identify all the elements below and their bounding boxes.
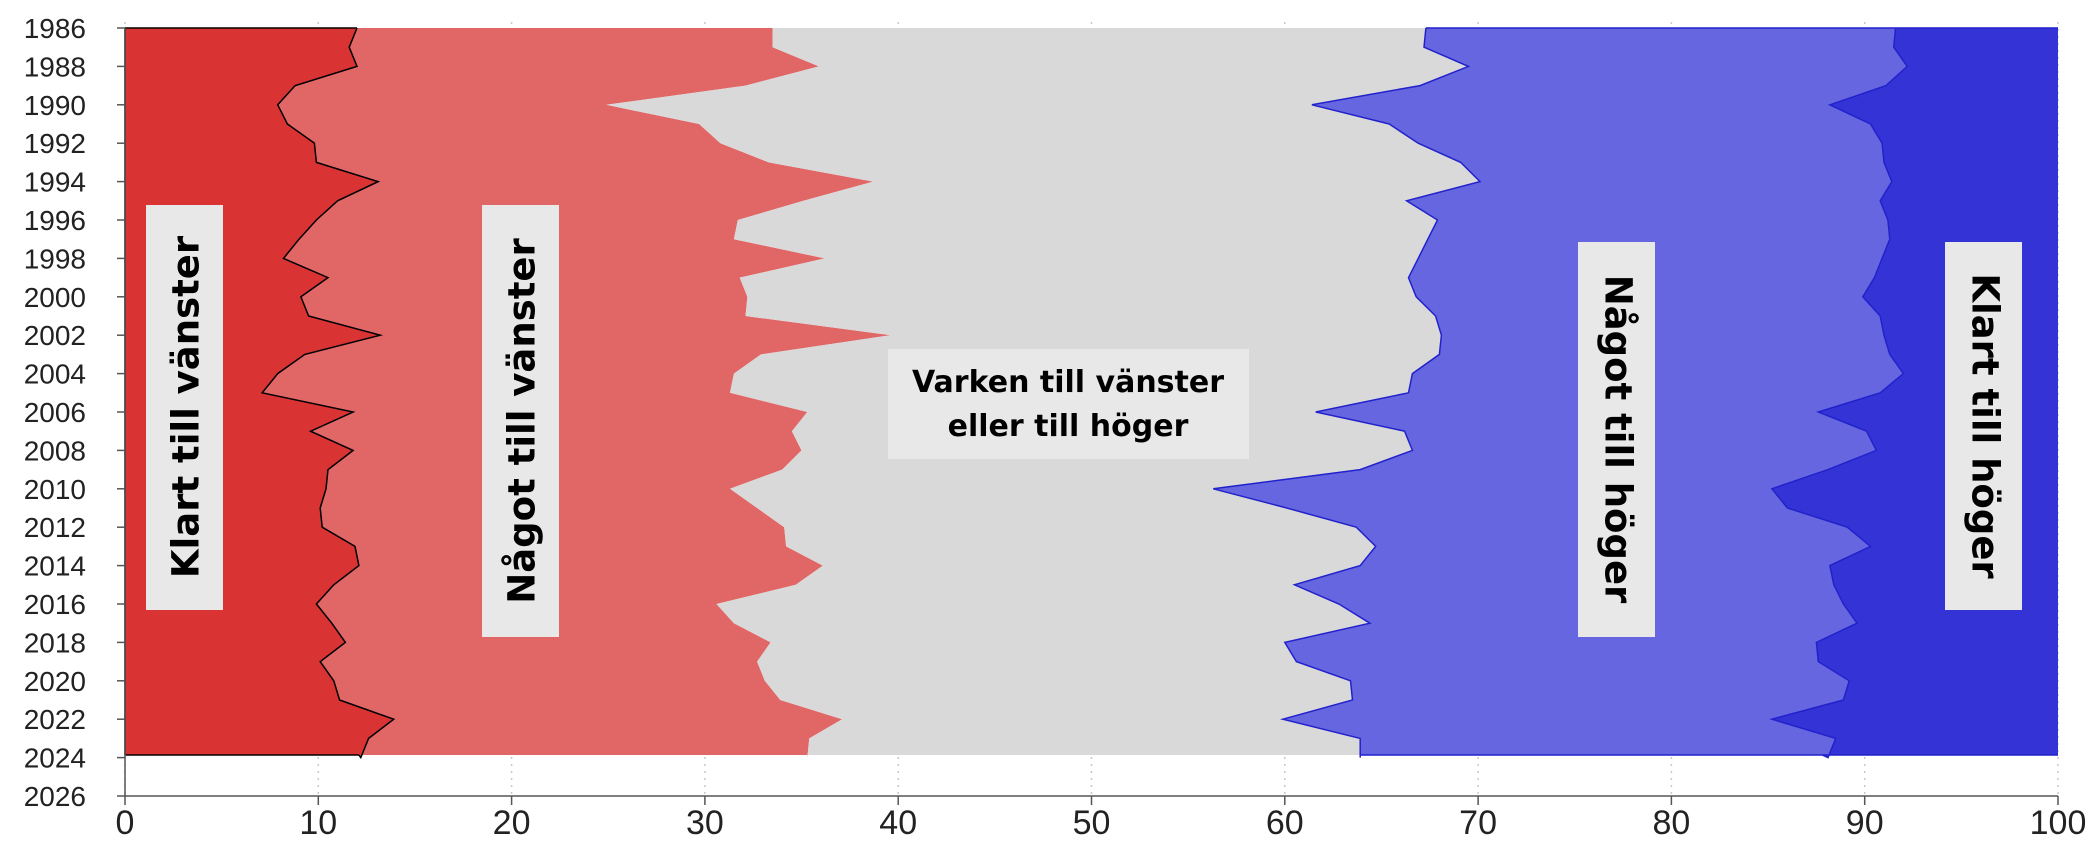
x-tick-label: 0	[116, 804, 135, 842]
x-tick-label: 40	[879, 804, 917, 842]
y-tick-label: 1990	[24, 90, 86, 121]
y-tick-label: 2012	[24, 512, 86, 543]
label-nagot-vanster: Något till vänster	[482, 205, 559, 637]
y-tick-label: 1994	[24, 167, 86, 198]
y-tick-label: 2018	[24, 627, 86, 658]
label-nagot-vanster-text: Något till vänster	[501, 238, 544, 604]
x-tick-label: 90	[1846, 804, 1884, 842]
edge-klart-vanster	[260, 27, 396, 760]
label-layer: Klart till vänster Något till vänster Va…	[146, 205, 2022, 637]
x-tick-label: 80	[1652, 804, 1690, 842]
y-tick-label: 2000	[24, 282, 86, 313]
area-nagot-vanster	[262, 28, 891, 758]
edge-klart-hoger	[1769, 27, 1909, 759]
y-tick-label: 2006	[24, 397, 86, 428]
edge-nagot-hoger	[1213, 27, 1482, 758]
x-tick-label: 10	[299, 804, 337, 842]
label-klart-hoger-text: Klart till höger	[1964, 273, 2007, 579]
x-tick-label: 100	[2030, 804, 2087, 842]
y-tick-label: 1988	[24, 51, 86, 82]
y-tick-label: 1998	[24, 243, 86, 274]
y-tick-label: 2010	[24, 474, 86, 505]
label-varken: Varken till vänster eller till höger	[888, 349, 1249, 459]
x-tick-label: 70	[1459, 804, 1497, 842]
y-tick-label: 2022	[24, 704, 86, 735]
axis-layer: 1986198819901992199419961998200020022004…	[24, 13, 2087, 842]
area-nagot-hoger	[1213, 28, 1908, 758]
y-tick-label: 2024	[24, 743, 86, 774]
y-tick-label: 1986	[24, 13, 86, 44]
y-tick-label: 2014	[24, 551, 86, 582]
x-tick-label: 20	[493, 804, 531, 842]
label-klart-vanster-text: Klart till vänster	[165, 235, 208, 578]
x-tick-label: 60	[1266, 804, 1304, 842]
label-klart-hoger: Klart till höger	[1945, 242, 2022, 610]
y-tick-label: 2026	[24, 781, 86, 812]
label-varken-text: Varken till vänster eller till höger	[912, 365, 1224, 444]
label-nagot-hoger-text: Något till höger	[1597, 275, 1640, 604]
y-tick-label: 2016	[24, 589, 86, 620]
label-nagot-hoger: Något till höger	[1578, 242, 1655, 637]
y-tick-label: 2004	[24, 359, 86, 390]
x-tick-label: 30	[686, 804, 724, 842]
y-tick-label: 2020	[24, 666, 86, 697]
y-tick-label: 2008	[24, 435, 86, 466]
y-tick-label: 1996	[24, 205, 86, 236]
y-tick-label: 1992	[24, 128, 86, 159]
x-tick-label: 50	[1073, 804, 1111, 842]
label-klart-vanster: Klart till vänster	[146, 205, 223, 610]
area-layer	[124, 27, 2058, 760]
y-tick-label: 2002	[24, 320, 86, 351]
